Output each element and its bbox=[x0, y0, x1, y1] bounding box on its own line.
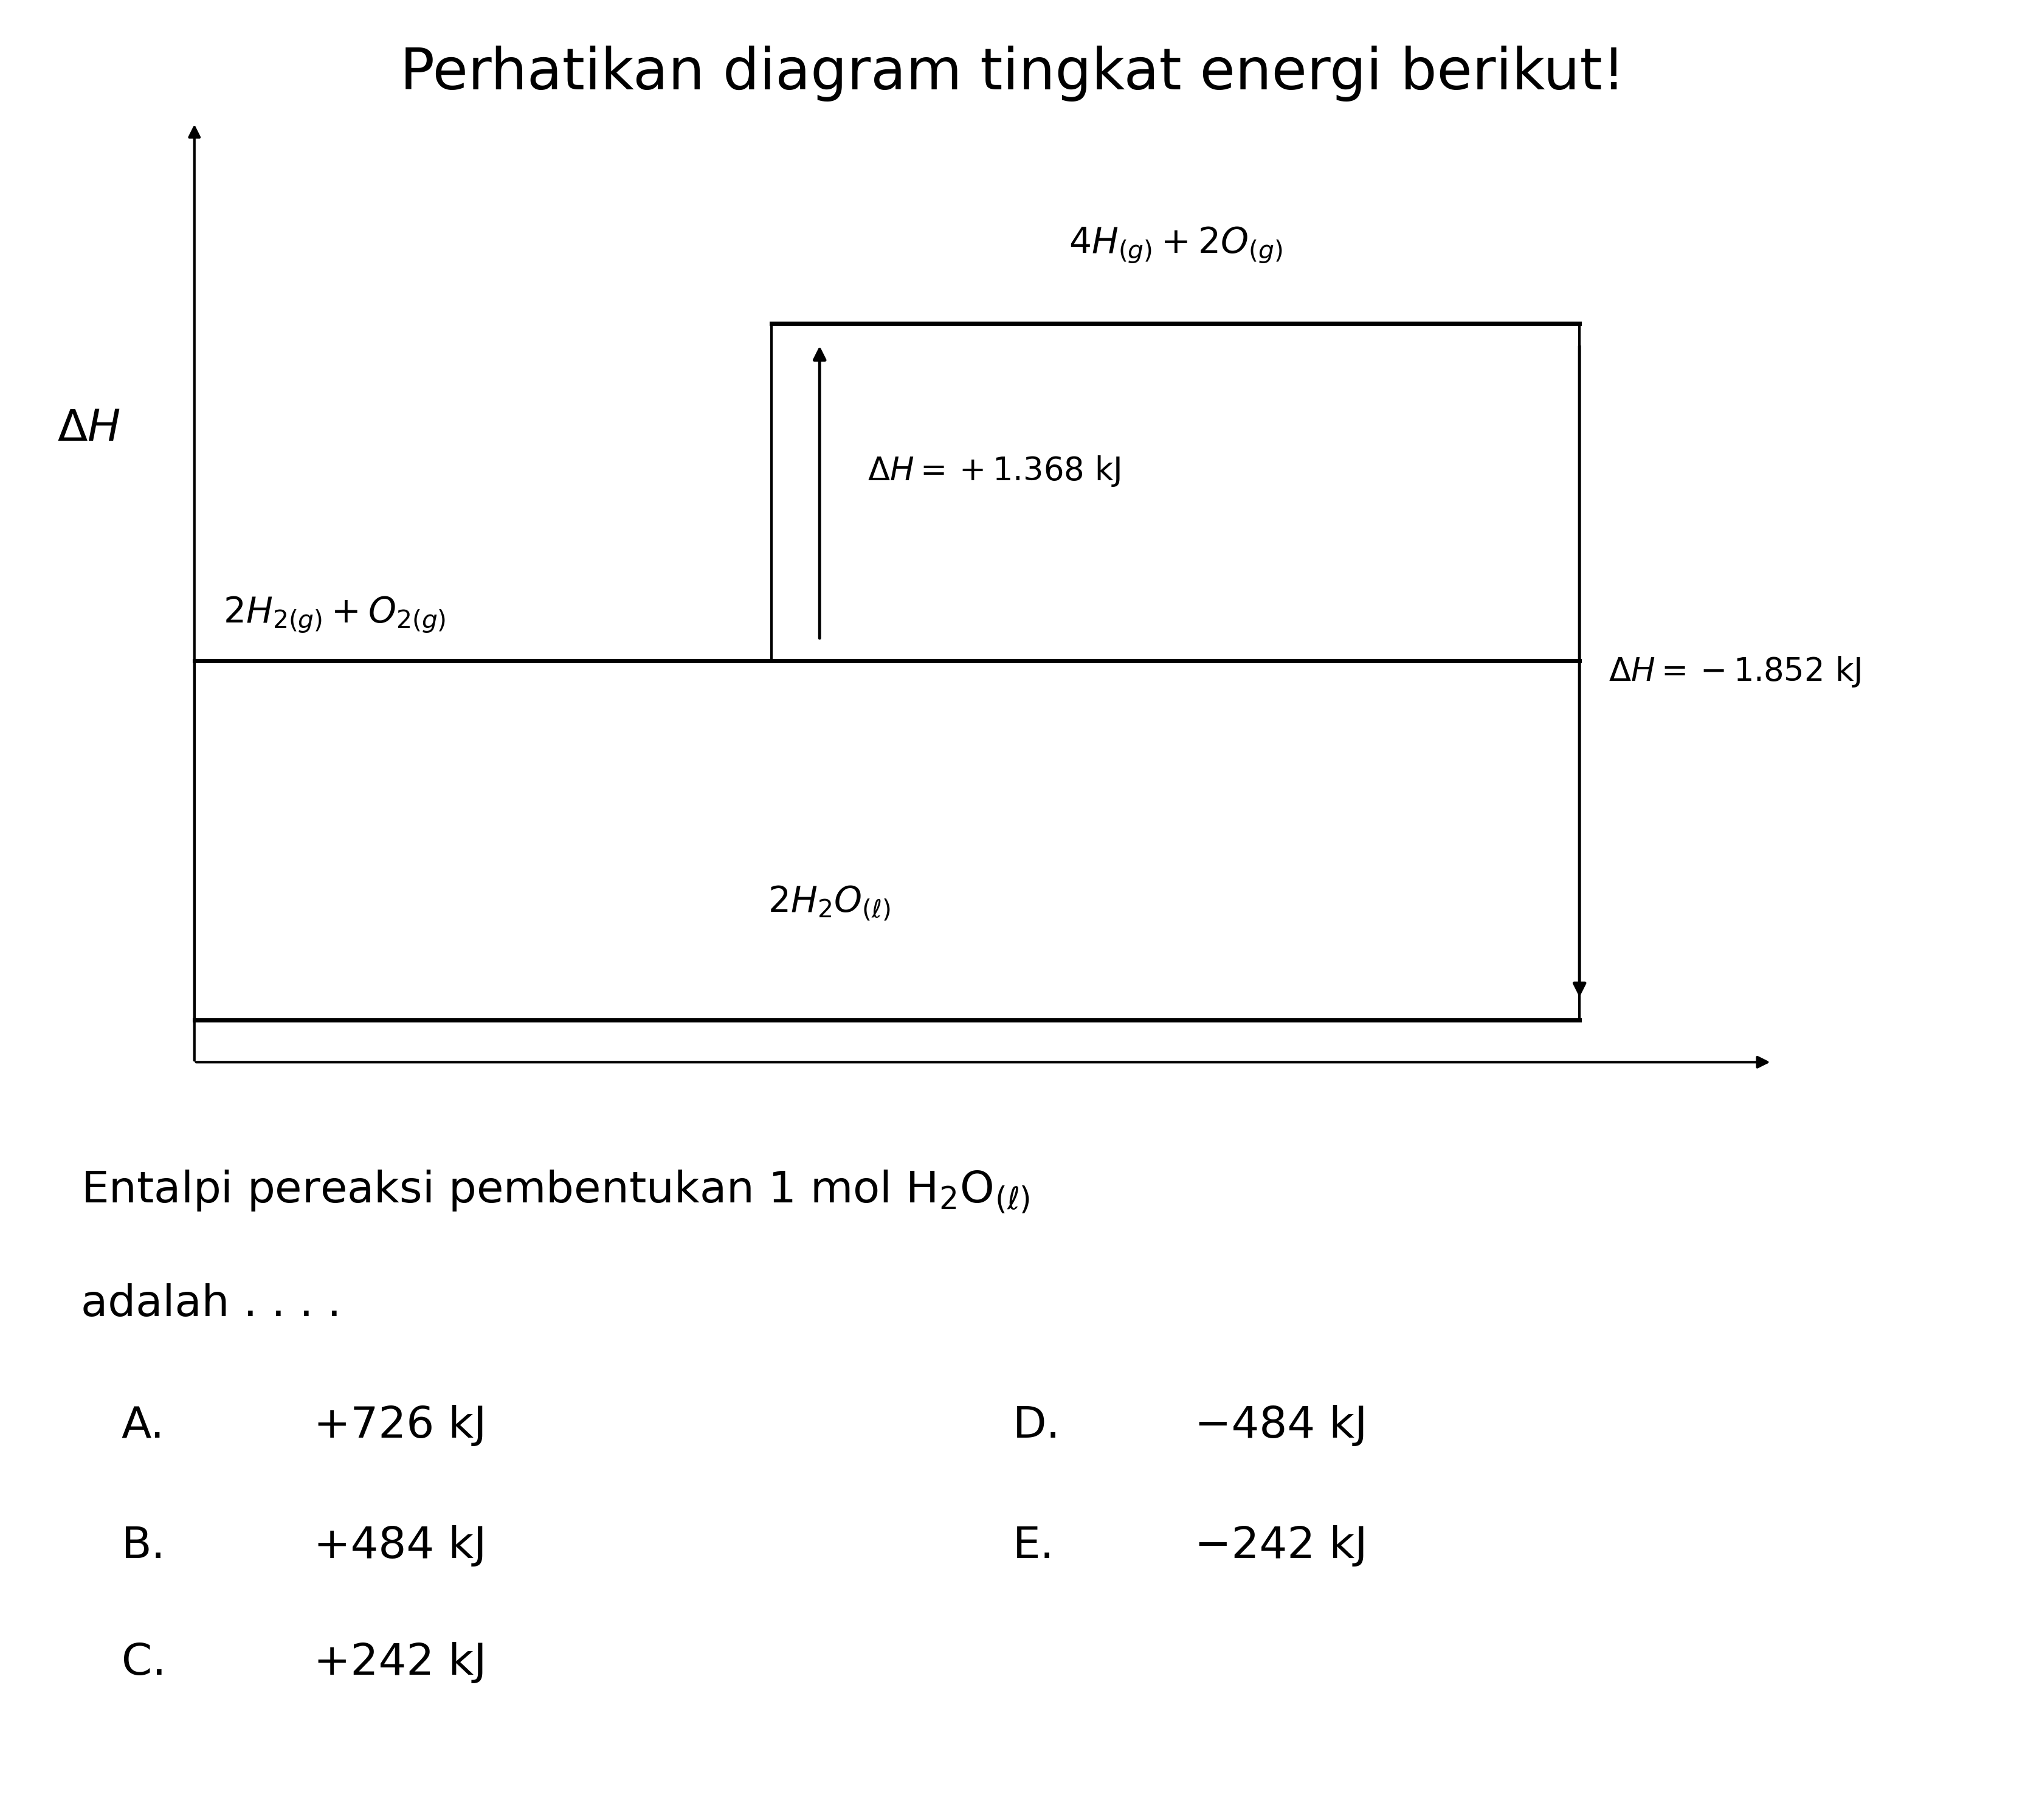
Text: D.: D. bbox=[1012, 1405, 1061, 1447]
Text: $4H_{(g)} + 2O_{(g)}$: $4H_{(g)} + 2O_{(g)}$ bbox=[1069, 226, 1282, 266]
Text: A.: A. bbox=[122, 1405, 164, 1447]
Text: adalah . . . .: adalah . . . . bbox=[81, 1283, 342, 1325]
Text: $\Delta H = +1.368\ \mathrm{kJ}$: $\Delta H = +1.368\ \mathrm{kJ}$ bbox=[869, 453, 1122, 488]
Text: B.: B. bbox=[122, 1525, 166, 1567]
Text: $\Delta H = -1.852\ \mathrm{kJ}$: $\Delta H = -1.852\ \mathrm{kJ}$ bbox=[1608, 655, 1861, 688]
Text: −484 kJ: −484 kJ bbox=[1195, 1405, 1367, 1447]
Text: E.: E. bbox=[1012, 1525, 1055, 1567]
Text: +242 kJ: +242 kJ bbox=[314, 1642, 486, 1684]
Text: $\Delta H$: $\Delta H$ bbox=[57, 408, 119, 450]
Text: $2H_{2(g)} + O_{2(g)}$: $2H_{2(g)} + O_{2(g)}$ bbox=[223, 595, 446, 635]
Text: −242 kJ: −242 kJ bbox=[1195, 1525, 1367, 1567]
Text: +484 kJ: +484 kJ bbox=[314, 1525, 486, 1567]
Text: Perhatikan diagram tingkat energi berikut!: Perhatikan diagram tingkat energi beriku… bbox=[399, 46, 1626, 102]
Text: Entalpi pereaksi pembentukan 1 mol $\mathrm{H_2O}_{(\ell)}$: Entalpi pereaksi pembentukan 1 mol $\mat… bbox=[81, 1168, 1031, 1216]
Text: C.: C. bbox=[122, 1642, 166, 1684]
Text: +726 kJ: +726 kJ bbox=[314, 1405, 486, 1447]
Text: $2H_2O_{(\ell)}$: $2H_2O_{(\ell)}$ bbox=[767, 885, 891, 923]
